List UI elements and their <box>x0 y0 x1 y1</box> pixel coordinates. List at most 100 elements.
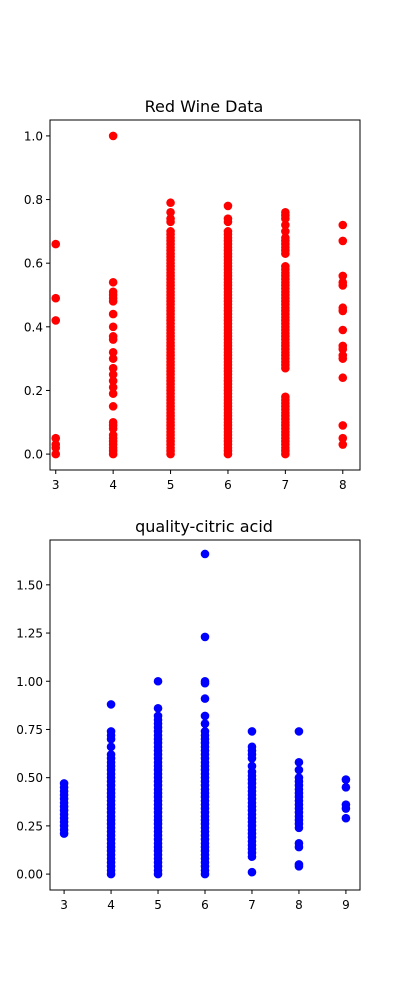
scatter-point <box>108 389 118 398</box>
scatter-point <box>281 233 290 243</box>
scatter-point <box>223 201 233 211</box>
scatter-point <box>200 727 210 736</box>
x-tick-label: 5 <box>167 478 175 492</box>
y-axis-ticks: 0.0 0.2 0.4 0.6 0.8 1.0 <box>24 129 50 462</box>
scatter-point <box>294 773 304 782</box>
scatter-point <box>200 676 210 686</box>
x-tick-label: 7 <box>282 478 290 492</box>
scatter-point <box>338 421 348 430</box>
scatter-point <box>59 779 69 788</box>
y-tick-label: 0.4 <box>24 320 43 334</box>
scatter-point <box>223 227 233 236</box>
scatter-point <box>281 262 290 271</box>
scatter-point <box>338 433 348 443</box>
scatter-point <box>108 347 118 357</box>
y-tick-label: 1.50 <box>16 578 43 592</box>
scatter-point <box>294 765 304 775</box>
scatter-point <box>341 800 351 809</box>
scatter-point <box>108 430 118 440</box>
scatter-point <box>51 239 61 249</box>
y-tick-label: 1.0 <box>24 129 43 143</box>
scatter-point <box>51 316 61 325</box>
scatter-point <box>153 703 163 713</box>
scatter-point <box>106 700 116 709</box>
scatter-point <box>108 287 118 297</box>
chart-title: quality-citric acid <box>135 517 273 536</box>
scatter-point <box>338 220 348 230</box>
x-axis-ticks: 3 4 5 6 7 8 9 <box>60 890 350 912</box>
x-tick-label: 6 <box>201 898 209 912</box>
y-tick-label: 0.50 <box>16 771 43 785</box>
scatter-point <box>106 727 116 736</box>
x-axis-ticks: 3 4 5 6 7 8 <box>52 470 347 492</box>
quality-citric-acid-chart: quality-citric acid 3 4 5 6 7 8 9 0.00 0.25 0.50… <box>16 517 361 912</box>
scatter-point <box>223 214 233 223</box>
chart-title: Red Wine Data <box>145 97 264 116</box>
scatter-point <box>338 303 348 313</box>
x-tick-label: 3 <box>52 478 60 492</box>
y-tick-label: 0.75 <box>16 723 43 737</box>
scatter-point <box>338 277 348 287</box>
scatter-point <box>294 860 304 869</box>
x-tick-label: 5 <box>154 898 162 912</box>
y-tick-label: 0.2 <box>24 384 43 398</box>
x-tick-label: 9 <box>342 898 350 912</box>
scatter-point <box>281 227 290 236</box>
red-wine-data-chart: Red Wine Data 3 4 5 6 7 8 0.0 0.2 0.4 0.6 0.8 1.0 <box>24 97 361 492</box>
scatter-point <box>247 742 257 752</box>
plot-frame <box>49 119 361 471</box>
scatter-points <box>51 131 348 459</box>
scatter-point <box>51 293 61 303</box>
scatter-point <box>281 220 290 230</box>
scatter-point <box>106 742 116 752</box>
scatter-point <box>200 632 210 642</box>
scatter-point <box>281 207 290 217</box>
scatter-point <box>108 402 118 411</box>
scatter-point <box>247 761 257 771</box>
scatter-points <box>59 549 351 879</box>
scatter-point <box>338 440 348 449</box>
scatter-point <box>108 370 118 379</box>
x-tick-label: 8 <box>339 478 347 492</box>
x-tick-label: 3 <box>60 898 68 912</box>
scatter-point <box>153 711 163 721</box>
x-tick-label: 4 <box>109 478 117 492</box>
scatter-point <box>281 392 290 402</box>
x-tick-label: 6 <box>224 478 232 492</box>
x-tick-label: 8 <box>295 898 303 912</box>
scatter-point <box>153 676 163 686</box>
scatter-point <box>338 373 348 383</box>
scatter-point <box>247 867 257 877</box>
y-tick-label: 0.00 <box>16 868 43 882</box>
scatter-point <box>338 271 348 281</box>
scatter-point <box>338 351 348 360</box>
y-tick-label: 0.0 <box>24 448 43 462</box>
scatter-point <box>51 440 61 449</box>
scatter-point <box>294 838 304 848</box>
y-tick-label: 1.25 <box>16 627 43 641</box>
scatter-point <box>51 433 61 443</box>
scatter-point <box>247 727 257 736</box>
y-axis-ticks: 0.00 0.25 0.50 0.75 1.00 1.25 1.50 <box>16 578 50 882</box>
scatter-point <box>338 236 348 246</box>
x-tick-label: 7 <box>248 898 256 912</box>
y-tick-label: 1.00 <box>16 675 43 689</box>
scatter-point <box>108 309 118 319</box>
scatter-point <box>338 341 348 351</box>
scatter-point <box>341 813 351 823</box>
scatter-point <box>200 549 210 559</box>
scatter-point <box>108 354 118 363</box>
scatter-point <box>166 198 175 208</box>
scatter-point <box>106 750 116 759</box>
scatter-point <box>166 227 175 236</box>
scatter-point <box>108 417 118 427</box>
y-tick-label: 0.6 <box>24 257 43 271</box>
scatter-point <box>166 214 175 223</box>
scatter-point <box>108 382 118 392</box>
scatter-point <box>200 719 210 728</box>
scatter-point <box>108 131 118 141</box>
scatter-point <box>108 332 118 341</box>
scatter-point <box>294 757 304 767</box>
scatter-point <box>108 277 118 287</box>
